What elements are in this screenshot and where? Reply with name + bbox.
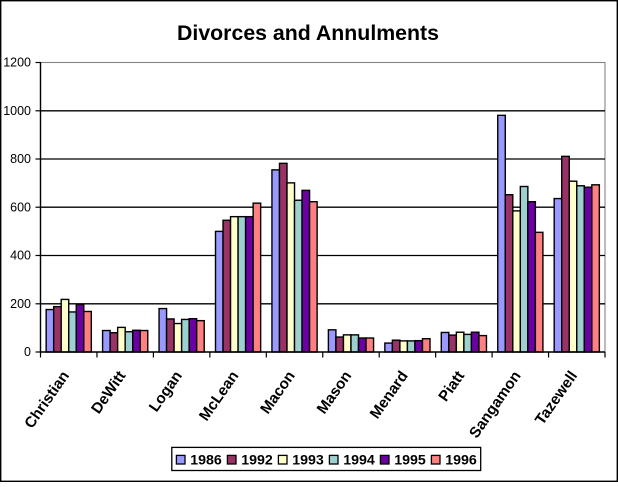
svg-text:1200: 1200 xyxy=(3,56,31,70)
svg-text:1000: 1000 xyxy=(3,104,31,118)
svg-text:1994: 1994 xyxy=(343,452,375,468)
svg-text:1996: 1996 xyxy=(445,452,477,468)
svg-text:1993: 1993 xyxy=(292,452,324,468)
svg-text:1995: 1995 xyxy=(394,452,426,468)
svg-text:1992: 1992 xyxy=(241,452,273,468)
svg-text:1986: 1986 xyxy=(190,452,222,468)
svg-text:Divorces and Annulments: Divorces and Annulments xyxy=(177,21,439,45)
svg-text:800: 800 xyxy=(10,152,31,166)
svg-text:0: 0 xyxy=(24,345,31,359)
svg-text:400: 400 xyxy=(10,249,31,263)
svg-text:600: 600 xyxy=(10,200,31,214)
svg-text:200: 200 xyxy=(10,297,31,311)
